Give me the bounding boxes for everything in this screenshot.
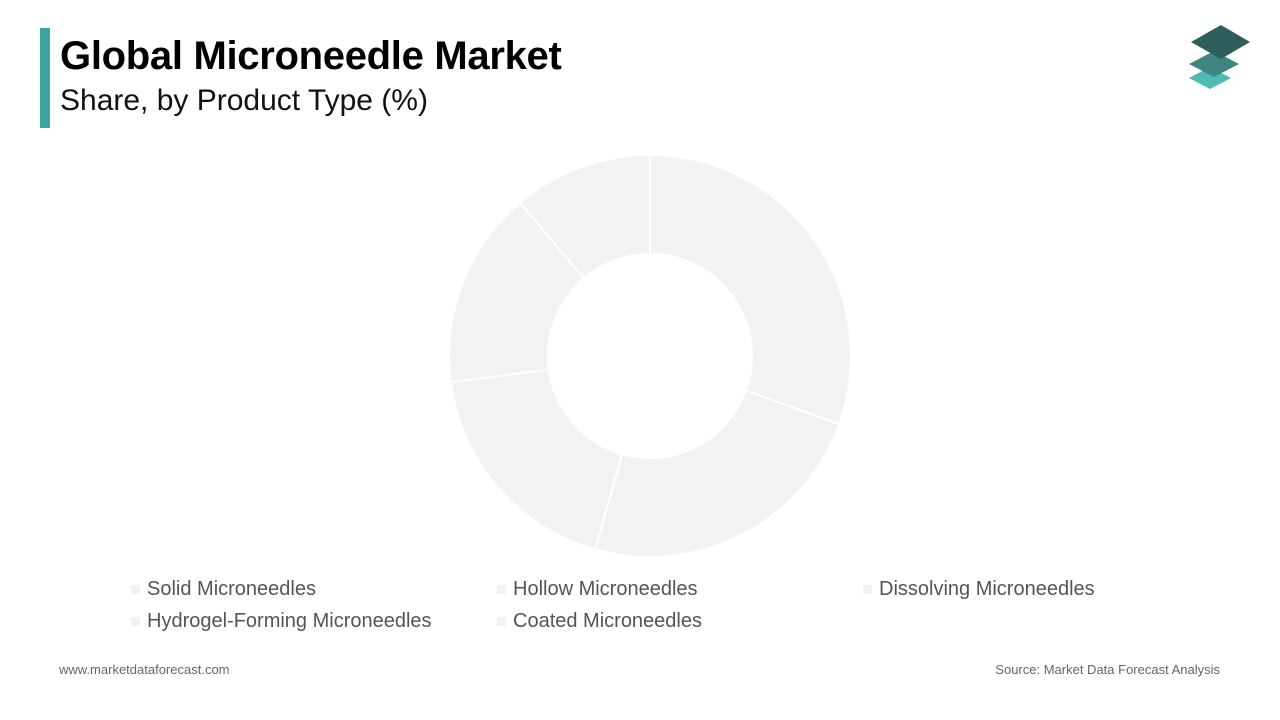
legend-label: Coated Microneedles [513, 610, 702, 632]
legend-swatch [131, 585, 140, 594]
page-subtitle: Share, by Product Type (%) [60, 84, 428, 117]
legend-label: Hollow Microneedles [513, 578, 698, 600]
logo-layer-middle [1189, 51, 1239, 77]
donut-slice-dissolving-microneedles [449, 368, 624, 551]
legend-item-hollow: Hollow Microneedles [497, 578, 698, 601]
title-accent-bar [40, 28, 50, 128]
legend-item-dissolving: Dissolving Microneedles [863, 578, 1095, 601]
legend-item-coated: Coated Microneedles [497, 610, 702, 633]
legend-swatch [863, 585, 872, 594]
legend-swatch [497, 617, 506, 626]
source-note: Source: Market Data Forecast Analysis [995, 662, 1220, 677]
legend-item-solid: Solid Microneedles [131, 578, 316, 601]
legend-label: Solid Microneedles [147, 578, 316, 600]
donut-slice-solid-microneedles [649, 153, 852, 426]
legend-swatch [497, 585, 506, 594]
legend-item-hydrogel: Hydrogel-Forming Microneedles [131, 610, 432, 633]
donut-slice-hollow-microneedles [593, 389, 841, 558]
logo-layer-top [1191, 25, 1250, 59]
legend-swatch [131, 617, 140, 626]
legend-label: Hydrogel-Forming Microneedles [147, 610, 432, 632]
stacked-layers-icon [1189, 25, 1250, 89]
website-url: www.marketdataforecast.com [59, 662, 230, 677]
donut-slice-coated-microneedles [518, 153, 651, 280]
page-title: Global Microneedle Market [60, 34, 562, 78]
legend-label: Dissolving Microneedles [879, 578, 1095, 600]
